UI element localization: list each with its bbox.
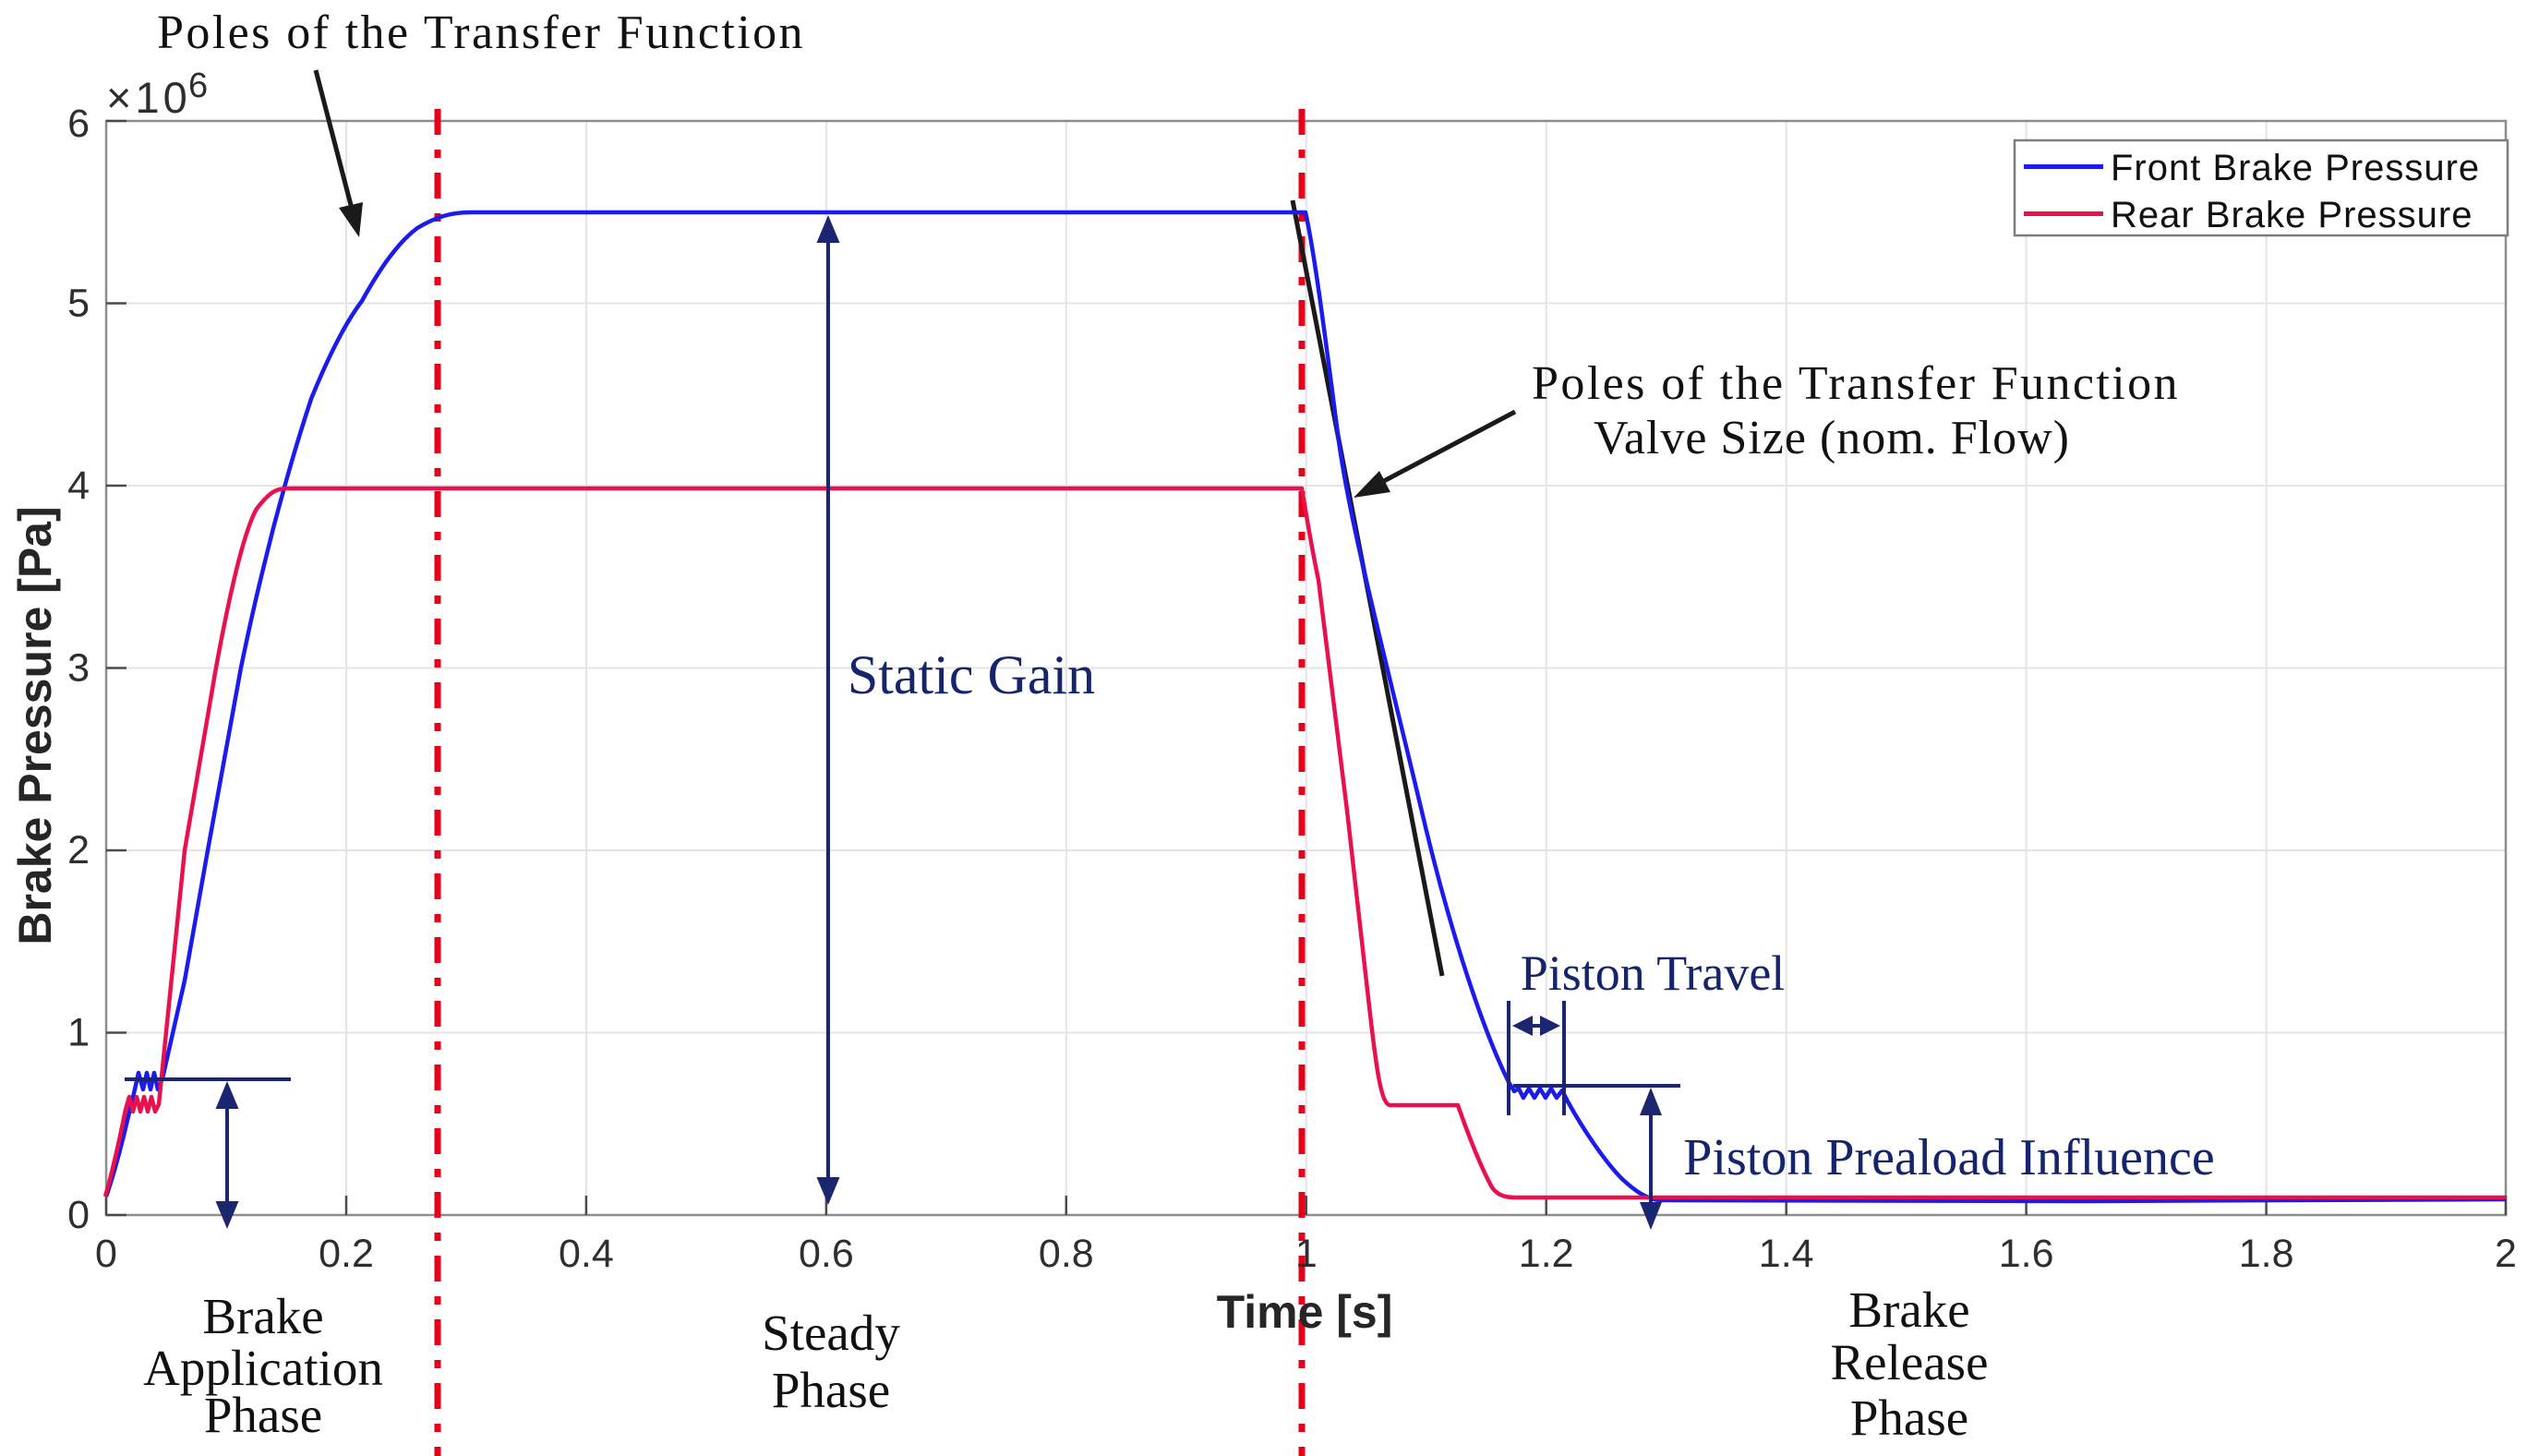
svg-text:1.6: 1.6 <box>1999 1232 2054 1276</box>
svg-text:Application: Application <box>143 1340 383 1396</box>
svg-text:0.8: 0.8 <box>1039 1232 1094 1276</box>
svg-text:Time [s]: Time [s] <box>1217 1286 1393 1338</box>
svg-text:4: 4 <box>67 463 90 508</box>
svg-text:2: 2 <box>67 828 90 872</box>
svg-text:Rear Brake Pressure: Rear Brake Pressure <box>2111 195 2473 235</box>
svg-text:1: 1 <box>1295 1232 1318 1276</box>
svg-text:Brake: Brake <box>202 1288 323 1344</box>
svg-text:Brake Pressure [Pa]: Brake Pressure [Pa] <box>9 506 61 945</box>
svg-text:1.4: 1.4 <box>1759 1232 1814 1276</box>
svg-text:2: 2 <box>2495 1232 2517 1276</box>
svg-text:Brake: Brake <box>1848 1282 1969 1338</box>
svg-text:1: 1 <box>67 1011 90 1055</box>
svg-text:Piston Travel: Piston Travel <box>1521 945 1786 1001</box>
svg-text:1.2: 1.2 <box>1519 1232 1574 1276</box>
svg-text:Front Brake Pressure: Front Brake Pressure <box>2111 148 2480 188</box>
svg-text:Release: Release <box>1830 1334 1988 1390</box>
svg-text:×10: ×10 <box>106 73 191 122</box>
svg-text:Poles of the Transfer Functio: Poles of the Transfer Function <box>157 6 805 59</box>
svg-text:0: 0 <box>95 1232 117 1276</box>
svg-text:Steady: Steady <box>762 1305 900 1361</box>
svg-text:Valve Size (nom. Flow): Valve Size (nom. Flow) <box>1594 412 2070 464</box>
svg-text:Static Gain: Static Gain <box>848 644 1095 705</box>
svg-text:0.6: 0.6 <box>799 1232 854 1276</box>
svg-text:0.4: 0.4 <box>559 1232 614 1276</box>
svg-text:Phase: Phase <box>772 1362 890 1418</box>
svg-text:3: 3 <box>67 646 90 691</box>
svg-text:Poles of the Transfer Functio: Poles of the Transfer Function <box>1532 357 2180 410</box>
svg-text:6: 6 <box>67 102 90 146</box>
svg-text:Piston Preaload Influence: Piston Preaload Influence <box>1683 1129 2214 1186</box>
svg-text:1.8: 1.8 <box>2239 1232 2294 1276</box>
svg-text:Phase: Phase <box>1850 1390 1968 1446</box>
svg-text:Phase: Phase <box>204 1387 322 1443</box>
svg-text:5: 5 <box>67 282 90 326</box>
svg-text:0.2: 0.2 <box>319 1232 374 1276</box>
svg-text:6: 6 <box>188 66 208 105</box>
svg-text:0: 0 <box>67 1193 90 1237</box>
